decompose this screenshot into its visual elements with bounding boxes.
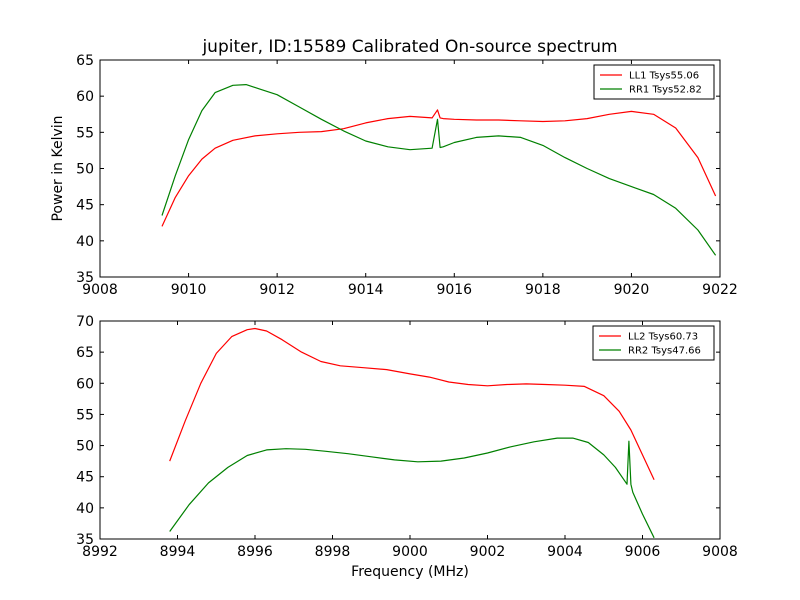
legend-box (593, 64, 715, 100)
x-tick-label: 8994 (160, 544, 196, 560)
series-line-rr1 (161, 84, 717, 256)
x-tick-label: 9022 (702, 282, 738, 298)
x-tick-label: 9008 (702, 544, 738, 560)
x-tick-label: 9004 (547, 544, 583, 560)
series-line-ll1 (161, 109, 717, 227)
x-tick-label: 8996 (237, 544, 273, 560)
series-line-ll2 (169, 327, 655, 481)
x-tick-label: 8998 (315, 544, 351, 560)
y-tick-label: 65 (76, 345, 94, 361)
y-tick-label: 45 (76, 470, 94, 486)
y-tick-label: 40 (76, 501, 94, 517)
y-tick-label: 35 (76, 532, 94, 548)
chart-title: jupiter, ID:15589 Calibrated On-source s… (201, 37, 617, 57)
legend-entry: RR1 Tsys52.82 (629, 85, 702, 96)
x-tick-label: 9010 (171, 282, 207, 298)
y-tick-label: 70 (76, 314, 94, 330)
y-tick-label: 50 (76, 162, 94, 178)
legend-entry: LL1 Tsys55.06 (629, 71, 699, 82)
x-tick-label: 9018 (525, 282, 561, 298)
y-tick-label: 50 (76, 439, 94, 455)
legend-entry: LL2 Tsys60.73 (628, 332, 698, 343)
x-axis-label: Frequency (MHz) (351, 564, 469, 580)
y-tick-label: 60 (76, 89, 94, 105)
y-tick-label: 65 (76, 53, 94, 69)
x-tick-label: 9012 (259, 282, 295, 298)
y-axis-label: Power in Kelvin (50, 115, 66, 221)
x-tick-label: 9006 (625, 544, 661, 560)
y-tick-label: 35 (76, 270, 94, 286)
y-tick-label: 40 (76, 234, 94, 250)
series-line-rr2 (169, 437, 655, 539)
y-tick-label: 55 (76, 407, 94, 423)
x-tick-label: 9016 (436, 282, 472, 298)
y-tick-label: 55 (76, 125, 94, 141)
x-tick-label: 9000 (392, 544, 428, 560)
x-tick-label: 9014 (348, 282, 384, 298)
legend-box (592, 325, 715, 361)
x-tick-label: 9020 (614, 282, 650, 298)
y-tick-label: 60 (76, 376, 94, 392)
x-tick-label: 8992 (82, 544, 118, 560)
x-tick-label: 9002 (470, 544, 506, 560)
legend-entry: RR2 Tsys47.66 (628, 346, 701, 357)
y-tick-label: 45 (76, 198, 94, 214)
x-tick-label: 9008 (82, 282, 118, 298)
